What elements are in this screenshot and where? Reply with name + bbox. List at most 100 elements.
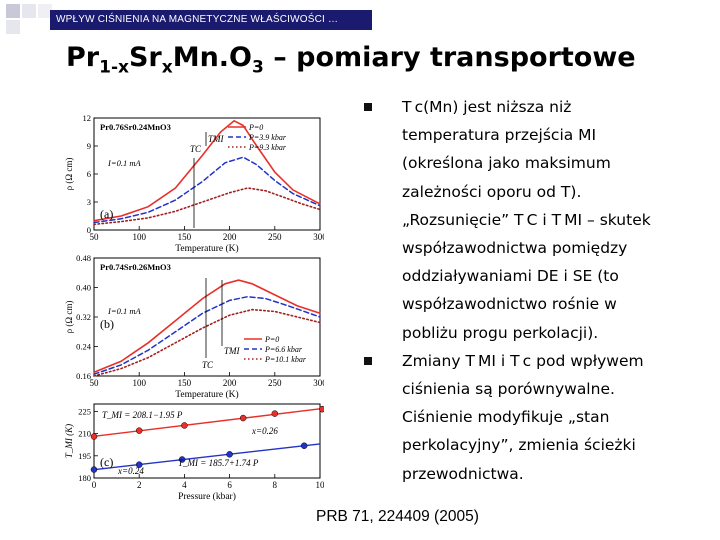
x-tick-label: 4 bbox=[182, 480, 187, 490]
x-tick-label: 0 bbox=[92, 480, 97, 490]
legend-label: P=9.3 kbar bbox=[248, 143, 287, 152]
tc-label: TC bbox=[202, 360, 214, 370]
y-tick-label: 0.48 bbox=[76, 253, 91, 263]
y-tick-label: 6 bbox=[87, 169, 91, 179]
y-tick-label: 0 bbox=[87, 225, 91, 235]
title-part-2: Sr bbox=[128, 42, 162, 73]
current-label: I=0.1 mA bbox=[107, 306, 141, 316]
series-line bbox=[93, 156, 321, 224]
y-tick-label: 180 bbox=[78, 473, 91, 483]
data-point bbox=[90, 466, 98, 473]
plot-frame bbox=[93, 403, 321, 479]
fit-line bbox=[93, 443, 321, 471]
legend-label: P=6.6 kbar bbox=[264, 345, 303, 354]
current-label: I=0.1 mA bbox=[107, 158, 141, 168]
series-line bbox=[93, 295, 321, 375]
data-point bbox=[271, 410, 279, 417]
bullet-line: temperatura przejścia MI bbox=[402, 126, 597, 145]
x-tick-label: 10 bbox=[316, 480, 325, 490]
title-part-4: – pomiary transportowe bbox=[263, 42, 636, 73]
header-text: WPŁYW CIŚNIENIA NA MAGNETYCZNE WŁAŚCIWOŚ… bbox=[56, 14, 339, 25]
bullet-line: przewodnictwa. bbox=[402, 464, 524, 483]
y-tick-label: 0.16 bbox=[76, 371, 91, 381]
x-tick-label: 200 bbox=[223, 378, 237, 388]
x-tick-label: 250 bbox=[268, 232, 282, 242]
bullet-item-2: Zmiany T MI i T c pod wpływem ciśnienia … bbox=[364, 347, 714, 488]
y-tick-label: 0.40 bbox=[76, 283, 91, 293]
series-line bbox=[93, 187, 321, 226]
bullet-line: współzawodnictwa pomiędzy bbox=[402, 239, 628, 258]
y-tick-label: 3 bbox=[87, 197, 91, 207]
transport-figure: 50100150200250300036912Temperature (K)ρ … bbox=[60, 112, 324, 524]
x-tick-label: 50 bbox=[90, 378, 100, 388]
chart-panel-3 bbox=[90, 403, 324, 479]
composition-label: x=0.26 bbox=[251, 426, 278, 436]
bullet-item-1: T c(Mn) jest niższa niż temperatura prze… bbox=[364, 93, 714, 347]
chart-panel-1 bbox=[93, 117, 321, 231]
title-sub-1: 1-x bbox=[99, 57, 129, 78]
bullet-line: oddziaływaniami DE i SE (to bbox=[402, 267, 619, 286]
x-tick-label: 100 bbox=[132, 378, 146, 388]
x-tick-label: 6 bbox=[227, 480, 232, 490]
x-tick-label: 50 bbox=[90, 232, 100, 242]
x-axis-label: Pressure (kbar) bbox=[178, 491, 236, 502]
panel-label: (a) bbox=[100, 207, 113, 221]
y-tick-label: 0.32 bbox=[76, 312, 91, 322]
data-point bbox=[239, 414, 247, 422]
bullet-line: (określona jako maksimum bbox=[402, 154, 611, 173]
y-axis-label: ρ (Ω cm) bbox=[64, 301, 74, 334]
y-tick-label: 195 bbox=[78, 451, 91, 461]
y-tick-label: 9 bbox=[87, 141, 91, 151]
data-point bbox=[178, 456, 186, 463]
bullet-list: T c(Mn) jest niższa niż temperatura prze… bbox=[364, 93, 714, 488]
y-axis-label: T_MI (K) bbox=[64, 424, 74, 458]
data-point bbox=[300, 442, 308, 449]
bullet-square-icon bbox=[364, 356, 372, 365]
compound-label: Pr0.74Sr0.26MnO3 bbox=[100, 262, 171, 272]
x-axis-label: Temperature (K) bbox=[175, 243, 238, 254]
panel-label: (c) bbox=[100, 455, 113, 469]
x-tick-label: 150 bbox=[178, 378, 192, 388]
decor-square-3 bbox=[6, 20, 20, 34]
legend-label: P=0 bbox=[264, 335, 279, 344]
fit-equation: T_MI = 185.7+1.74 P bbox=[178, 458, 259, 468]
legend-label: P=0 bbox=[248, 123, 263, 132]
y-tick-label: 225 bbox=[78, 406, 91, 416]
x-tick-label: 150 bbox=[178, 232, 192, 242]
x-tick-label: 2 bbox=[137, 480, 142, 490]
bullet-line: „Rozsunięcie” T C i T MI – skutek bbox=[402, 210, 651, 229]
tmi-label: TMI bbox=[224, 346, 241, 356]
fit-equation: T_MI = 208.1−1.95 P bbox=[102, 410, 183, 420]
tc-label: TC bbox=[190, 144, 202, 154]
transport-figure-svg: 50100150200250300036912Temperature (K)ρ … bbox=[64, 113, 325, 502]
y-axis-label: ρ (Ω cm) bbox=[64, 158, 74, 191]
bullet-line: ciśnienia są porównywalne. bbox=[402, 380, 615, 399]
decor-square-2 bbox=[22, 4, 36, 18]
decor-square-4 bbox=[38, 4, 52, 18]
x-tick-label: 8 bbox=[273, 480, 278, 490]
x-axis-label: Temperature (K) bbox=[175, 389, 238, 400]
reference-citation: PRB 71, 224409 (2005) bbox=[316, 508, 479, 525]
bullet-line: perkolacyjny”, zmienia ścieżki bbox=[402, 436, 636, 455]
decor-square-1 bbox=[6, 4, 20, 18]
bullet-line: współzawodnictwo rośnie w bbox=[402, 295, 617, 314]
bullet-square-icon bbox=[364, 103, 372, 111]
data-point bbox=[319, 405, 324, 413]
compound-label: Pr0.76Sr0.24MnO3 bbox=[100, 122, 171, 132]
bullet-line: T c(Mn) jest niższa niż bbox=[402, 98, 572, 116]
x-tick-label: 300 bbox=[313, 378, 324, 388]
legend-label: P=3.9 kbar bbox=[248, 133, 287, 142]
fit-line bbox=[93, 408, 321, 438]
data-point bbox=[226, 451, 233, 458]
y-tick-label: 12 bbox=[83, 113, 92, 123]
series-line bbox=[93, 308, 321, 377]
data-point bbox=[181, 422, 188, 429]
title-part-3: Mn.O bbox=[172, 42, 253, 73]
x-tick-label: 200 bbox=[223, 232, 237, 242]
data-point bbox=[135, 461, 143, 468]
panel-label: (b) bbox=[100, 317, 114, 331]
tmi-label: TMI bbox=[208, 134, 225, 144]
slide-title: Pr1-xSrxMn.O3 – pomiary transportowe bbox=[66, 42, 636, 77]
bullet-line: Ciśnienie modyfikuje „stan bbox=[402, 408, 610, 427]
data-point bbox=[90, 433, 98, 440]
